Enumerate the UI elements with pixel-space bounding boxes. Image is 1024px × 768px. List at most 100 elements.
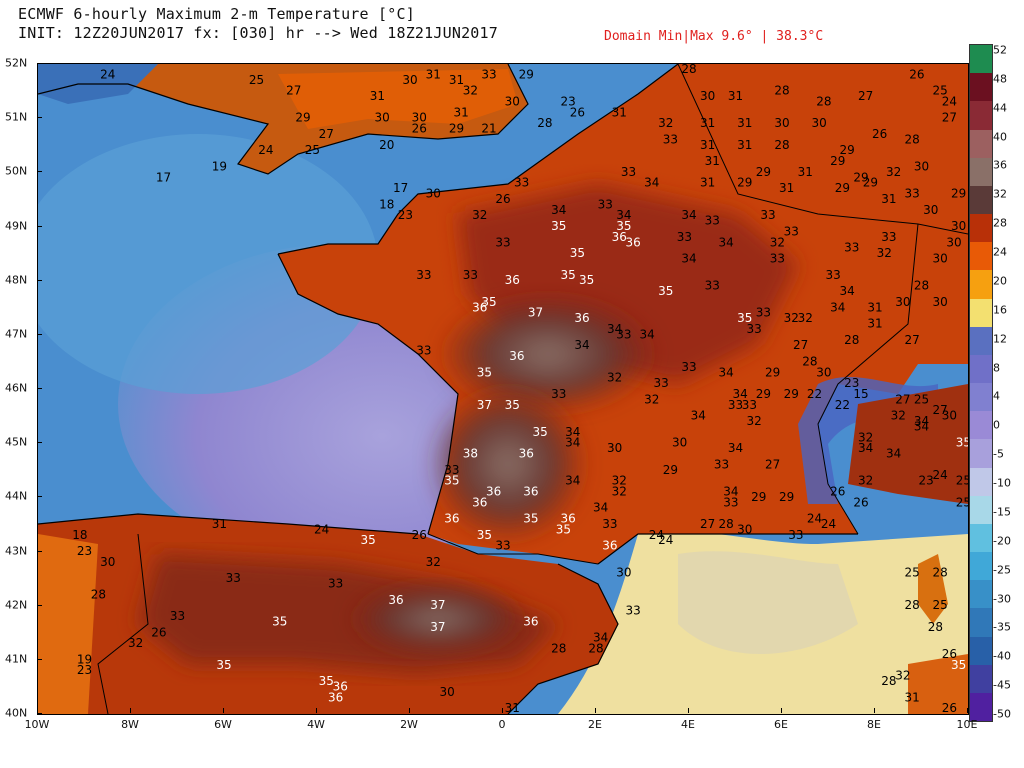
temperature-value: 27 (286, 84, 301, 98)
y-tick-label: 44N (5, 489, 28, 503)
temperature-value: 18 (379, 197, 394, 211)
temperature-value: 36 (519, 447, 534, 461)
colorbar-segment (970, 552, 992, 581)
temperature-value: 26 (872, 127, 887, 141)
temperature-value: 34 (681, 208, 696, 222)
temperature-value: 32 (886, 165, 901, 179)
temperature-value: 34 (593, 631, 608, 645)
temperature-value: 34 (723, 484, 738, 498)
colorbar-label: 20 (993, 274, 1007, 288)
temperature-value: 28 (881, 674, 896, 688)
temperature-value: 27 (942, 111, 957, 125)
colorbar-segment (970, 692, 992, 722)
temperature-value: 33 (653, 376, 668, 390)
temperature-value: 19 (212, 159, 227, 173)
y-tick-mark (37, 333, 42, 335)
colorbar-segment (970, 326, 992, 356)
temperature-value: 36 (328, 690, 343, 704)
temperature-value: 33 (723, 495, 738, 509)
temperature-value: 34 (886, 447, 901, 461)
temperature-value: 31 (426, 67, 441, 81)
y-tick-mark (37, 388, 42, 389)
temperature-value: 28 (681, 64, 696, 76)
temperature-value: 33 (416, 344, 431, 358)
temperature-map[interactable]: 24 25 27 31 30 31 31 33 29 32 30 23 29 30 30 31 28 27 26 29… (37, 63, 969, 715)
temperature-value: 25 (932, 598, 947, 612)
sardinia-land (908, 654, 968, 714)
temperature-value: 33 (705, 214, 720, 228)
temperature-value: 23 (560, 94, 575, 108)
temperature-value: 37 (430, 598, 445, 612)
temperature-value: 34 (830, 300, 845, 314)
temperature-value: 31 (779, 181, 794, 195)
temperature-value: 36 (560, 512, 575, 526)
coastline-north (277, 64, 679, 255)
temperature-value: 33 (616, 327, 631, 341)
temperature-value: 24 (932, 468, 947, 482)
colorbar-segment (970, 411, 992, 440)
temperature-value: 33 (714, 457, 729, 471)
colorbar-segment (970, 129, 992, 159)
temperature-value: 23 (844, 376, 859, 390)
temperature-value: 33 (463, 268, 478, 282)
y-tick-mark (37, 442, 42, 444)
temperature-value: 33 (598, 197, 613, 211)
colorbar-label: 4 (993, 389, 1000, 403)
colorbar-segment (970, 101, 992, 130)
temperature-value: 25 (905, 566, 920, 580)
y-tick-mark (37, 63, 42, 64)
temperature-value: 27 (905, 333, 920, 347)
temperature-value: 30 (607, 441, 622, 455)
y-tick-mark (37, 117, 42, 119)
y-tick-label: 42N (5, 598, 28, 612)
temperature-value: 31 (705, 154, 720, 168)
temperature-value: 29 (951, 187, 966, 201)
temperature-value: 31 (737, 116, 752, 130)
colorbar-segment (970, 185, 992, 215)
temperature-value: 32 (877, 246, 892, 260)
temperature-value: 33 (328, 577, 343, 591)
temperature-value: 34 (644, 176, 659, 190)
temperature-value: 31 (867, 300, 882, 314)
temperature-value: 29 (756, 165, 771, 179)
temperature-value: 32 (891, 409, 906, 423)
colorbar-label: 12 (993, 332, 1007, 346)
temperature-value: 26 (942, 701, 957, 714)
temperature-value: 33 (226, 571, 241, 585)
temperature-value: 31 (700, 138, 715, 152)
temperature-value: 35 (481, 295, 496, 309)
temperature-value: 24 (258, 143, 273, 157)
colorbar-segment (970, 214, 992, 243)
temperature-value: 28 (905, 132, 920, 146)
temperature-value: 17 (393, 181, 408, 195)
temperature-value: 35 (951, 658, 966, 672)
y-tick-label: 43N (5, 544, 28, 557)
x-tick-label: 10W (24, 718, 50, 731)
colorbar-segment (970, 608, 992, 637)
temperature-value: 27 (700, 517, 715, 531)
temperature-value: 33 (514, 176, 529, 190)
colorbar-label: 32 (993, 187, 1007, 201)
temperature-value: 30 (700, 89, 715, 103)
temperature-value: 28 (914, 279, 929, 293)
y-tick-label: 48N (5, 273, 28, 287)
colorbar-segment (970, 495, 992, 525)
temperature-value: 37 (528, 306, 543, 320)
temperature-value: 31 (454, 105, 469, 119)
temperature-value: 30 (942, 409, 957, 423)
temperature-value: 32 (607, 371, 622, 385)
temperature-value: 24 (100, 67, 115, 81)
temperature-value: 36 (505, 273, 520, 287)
temperature-value: 33 (756, 306, 771, 320)
temperature-value: 33 (663, 132, 678, 146)
temperature-value: 35 (477, 528, 492, 542)
temperature-value: 30 (816, 365, 831, 379)
temperature-value: 33 (742, 398, 757, 412)
temperature-value: 32 (463, 84, 478, 98)
temperature-value: 26 (942, 647, 957, 661)
temperature-value: 30 (737, 522, 752, 536)
temperature-value: 31 (737, 138, 752, 152)
temperature-value: 26 (495, 192, 510, 206)
colorbar-segment (970, 580, 992, 609)
